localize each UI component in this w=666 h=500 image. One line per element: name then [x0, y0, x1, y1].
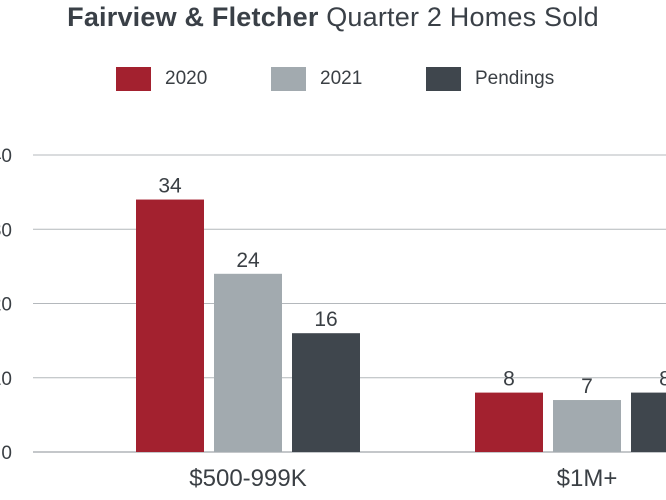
- y-tick-label-0: 0: [1, 443, 12, 464]
- data-label-pendings-1m: 8: [659, 368, 666, 391]
- bar-2021-1m: [553, 400, 621, 452]
- data-label-2021-500-999k: 24: [236, 249, 260, 272]
- bar-2020-1m: [475, 392, 543, 452]
- legend-item-2021: 2021: [271, 66, 362, 92]
- legend-swatch-pendings: [426, 67, 461, 91]
- data-label-2021-1m: 7: [581, 375, 593, 398]
- data-label-2020-500-999k: 34: [158, 175, 182, 198]
- chart-title: Fairview & Fletcher Quarter 2 Homes Sold: [0, 2, 666, 33]
- y-tick-label-10: 10: [0, 369, 12, 390]
- y-tick-label-20: 20: [0, 295, 12, 316]
- bar-pendings-500-999k: [292, 333, 360, 452]
- legend-label-2020: 2020: [165, 68, 208, 89]
- bar-pendings-1m: [631, 392, 666, 452]
- legend-label-2021: 2021: [320, 68, 363, 89]
- legend-swatch-2020: [116, 67, 151, 91]
- data-label-2020-1m: 8: [503, 368, 515, 391]
- bar-2020-500-999k: [136, 199, 204, 452]
- y-tick-label-40: 40: [0, 146, 12, 167]
- x-tick-label-1m: $1M+: [557, 465, 618, 492]
- data-label-pendings-500-999k: 16: [314, 308, 337, 331]
- x-tick-label-500-999k: $500-999K: [189, 465, 306, 492]
- chart-title-bold: Fairview & Fletcher: [67, 2, 319, 32]
- y-tick-label-30: 30: [0, 220, 12, 241]
- chart-legend: 2020 2021 Pendings: [0, 66, 666, 92]
- legend-label-pendings: Pendings: [475, 68, 555, 89]
- legend-item-pendings: Pendings: [426, 66, 554, 92]
- legend-item-2020: 2020: [116, 66, 207, 92]
- bar-2021-500-999k: [214, 273, 282, 452]
- legend-swatch-2021: [271, 67, 306, 91]
- chart-title-rest: Quarter 2 Homes Sold: [326, 2, 599, 32]
